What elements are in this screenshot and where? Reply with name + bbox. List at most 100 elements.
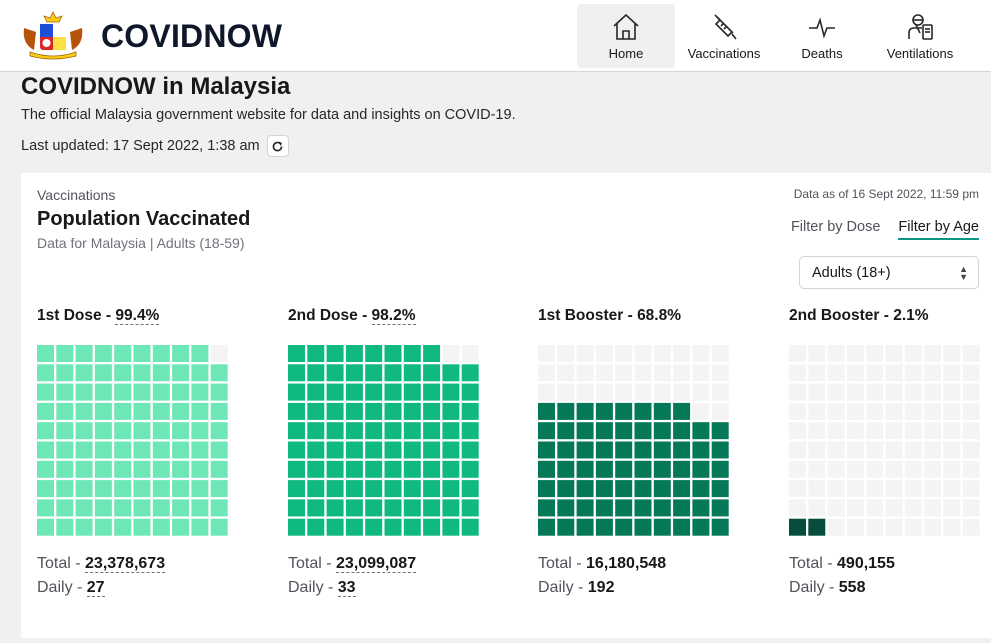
waffle-cell-filled bbox=[345, 441, 363, 459]
waffle-cell-filled bbox=[403, 518, 421, 536]
waffle-cell-empty bbox=[538, 345, 555, 362]
waffle-cell-filled bbox=[673, 499, 691, 517]
waffle-cell-empty bbox=[904, 441, 922, 459]
waffle-cell-filled bbox=[326, 460, 344, 478]
daily-label: Daily - bbox=[37, 579, 87, 596]
waffle-cell-empty bbox=[866, 499, 884, 517]
total-value[interactable]: 23,378,673 bbox=[85, 555, 166, 573]
waffle-cell-empty bbox=[808, 460, 826, 478]
total-value[interactable]: 23,099,087 bbox=[336, 555, 417, 573]
waffle-cell-empty bbox=[808, 480, 826, 498]
main-nav: Home Vaccinations Deaths Ventilations bbox=[577, 4, 969, 68]
waffle-cell-filled bbox=[423, 518, 441, 536]
waffle-cell-empty bbox=[827, 518, 845, 536]
waffle-cell-filled bbox=[172, 364, 190, 382]
nav-vaccinations[interactable]: Vaccinations bbox=[675, 4, 773, 68]
waffle-cell-filled bbox=[191, 518, 209, 536]
waffle-cell-filled bbox=[75, 383, 93, 401]
waffle-cell-filled bbox=[133, 364, 151, 382]
daily-value[interactable]: 27 bbox=[86, 579, 105, 597]
waffle-cell-filled bbox=[538, 441, 555, 459]
waffle-cell-empty bbox=[904, 460, 922, 478]
waffle-cell-filled bbox=[615, 460, 633, 478]
waffle-cell-filled bbox=[615, 480, 633, 498]
waffle-cell-empty bbox=[692, 364, 710, 382]
waffle-cell-filled bbox=[789, 518, 806, 536]
waffle-cell-filled bbox=[133, 480, 151, 498]
age-group-select-value: Adults (18+) bbox=[812, 264, 891, 281]
dose-title: 1st Booster - 68.8% bbox=[538, 307, 738, 325]
waffle-cell-filled bbox=[75, 364, 93, 382]
waffle-cell-filled bbox=[114, 364, 132, 382]
waffle-cell-empty bbox=[866, 460, 884, 478]
waffle-cell-filled bbox=[365, 345, 383, 362]
malaysia-coat-of-arms-logo[interactable] bbox=[20, 10, 86, 60]
waffle-cell-empty bbox=[827, 460, 845, 478]
waffle-cell-filled bbox=[114, 402, 132, 420]
waffle-cell-empty bbox=[846, 422, 864, 440]
waffle-cell-filled bbox=[461, 499, 479, 517]
nav-label-ventilations: Ventilations bbox=[886, 46, 954, 61]
ventilator-icon bbox=[908, 14, 933, 40]
waffle-cell-filled bbox=[37, 422, 54, 440]
waffle-cell-filled bbox=[461, 460, 479, 478]
waffle-cell-filled bbox=[114, 460, 132, 478]
waffle-cell-filled bbox=[94, 345, 112, 362]
waffle-cell-filled bbox=[595, 499, 613, 517]
waffle-cell-filled bbox=[152, 422, 170, 440]
daily-value[interactable]: 33 bbox=[337, 579, 356, 597]
waffle-cell-empty bbox=[962, 422, 980, 440]
filter-by-dose-tab[interactable]: Filter by Dose bbox=[790, 219, 881, 235]
age-group-select[interactable]: Adults (18+) ▲ ▼ bbox=[799, 256, 979, 289]
waffle-cell-empty bbox=[904, 345, 922, 362]
dose-name: 1st Dose - bbox=[37, 307, 116, 324]
waffle-cell-filled bbox=[172, 422, 190, 440]
waffle-cell-filled bbox=[365, 402, 383, 420]
waffle-cell-filled bbox=[615, 422, 633, 440]
waffle-cell-filled bbox=[210, 364, 228, 382]
waffle-cell-filled bbox=[461, 383, 479, 401]
waffle-cell-filled bbox=[653, 441, 671, 459]
dose-column: 1st Dose - 99.4% Total - 23,378,673 Dail… bbox=[37, 307, 237, 597]
dose-name: 2nd Dose - bbox=[288, 307, 372, 324]
waffle-cell-filled bbox=[384, 383, 402, 401]
waffle-cell-filled bbox=[210, 402, 228, 420]
waffle-cell-filled bbox=[403, 345, 421, 362]
waffle-cell-filled bbox=[94, 402, 112, 420]
waffle-cell-filled bbox=[595, 422, 613, 440]
waffle-cell-empty bbox=[962, 480, 980, 498]
waffle-cell-empty bbox=[943, 441, 961, 459]
filter-by-age-tab[interactable]: Filter by Age bbox=[898, 219, 979, 240]
waffle-cell-empty bbox=[711, 402, 729, 420]
waffle-cell-filled bbox=[288, 345, 305, 362]
waffle-cell-filled bbox=[326, 422, 344, 440]
waffle-cell-filled bbox=[326, 364, 344, 382]
waffle-cell-empty bbox=[962, 402, 980, 420]
refresh-button[interactable] bbox=[266, 135, 289, 157]
waffle-cell-filled bbox=[326, 402, 344, 420]
waffle-cell-filled bbox=[692, 518, 710, 536]
waffle-cell-empty bbox=[943, 364, 961, 382]
card-subtitle: Data for Malaysia | Adults (18-59) bbox=[37, 235, 245, 251]
waffle-cell-filled bbox=[692, 480, 710, 498]
dose-percent[interactable]: 98.2% bbox=[371, 307, 416, 325]
waffle-cell-empty bbox=[924, 441, 942, 459]
waffle-cell-empty bbox=[789, 499, 806, 517]
nav-ventilations[interactable]: Ventilations bbox=[871, 4, 969, 68]
nav-deaths[interactable]: Deaths bbox=[773, 4, 871, 68]
nav-home[interactable]: Home bbox=[577, 4, 675, 68]
waffle-cell-empty bbox=[904, 383, 922, 401]
refresh-icon bbox=[272, 141, 283, 151]
waffle-cell-filled bbox=[288, 480, 305, 498]
waffle-cell-filled bbox=[365, 518, 383, 536]
waffle-cell-filled bbox=[384, 345, 402, 362]
waffle-cell-filled bbox=[634, 518, 652, 536]
waffle-cell-filled bbox=[403, 383, 421, 401]
waffle-cell-empty bbox=[904, 499, 922, 517]
waffle-cell-empty bbox=[846, 480, 864, 498]
waffle-cell-filled bbox=[152, 383, 170, 401]
waffle-chart bbox=[37, 345, 228, 536]
waffle-cell-filled bbox=[692, 460, 710, 478]
brand-name[interactable]: COVIDNOW bbox=[101, 18, 283, 54]
dose-percent[interactable]: 99.4% bbox=[115, 307, 160, 325]
